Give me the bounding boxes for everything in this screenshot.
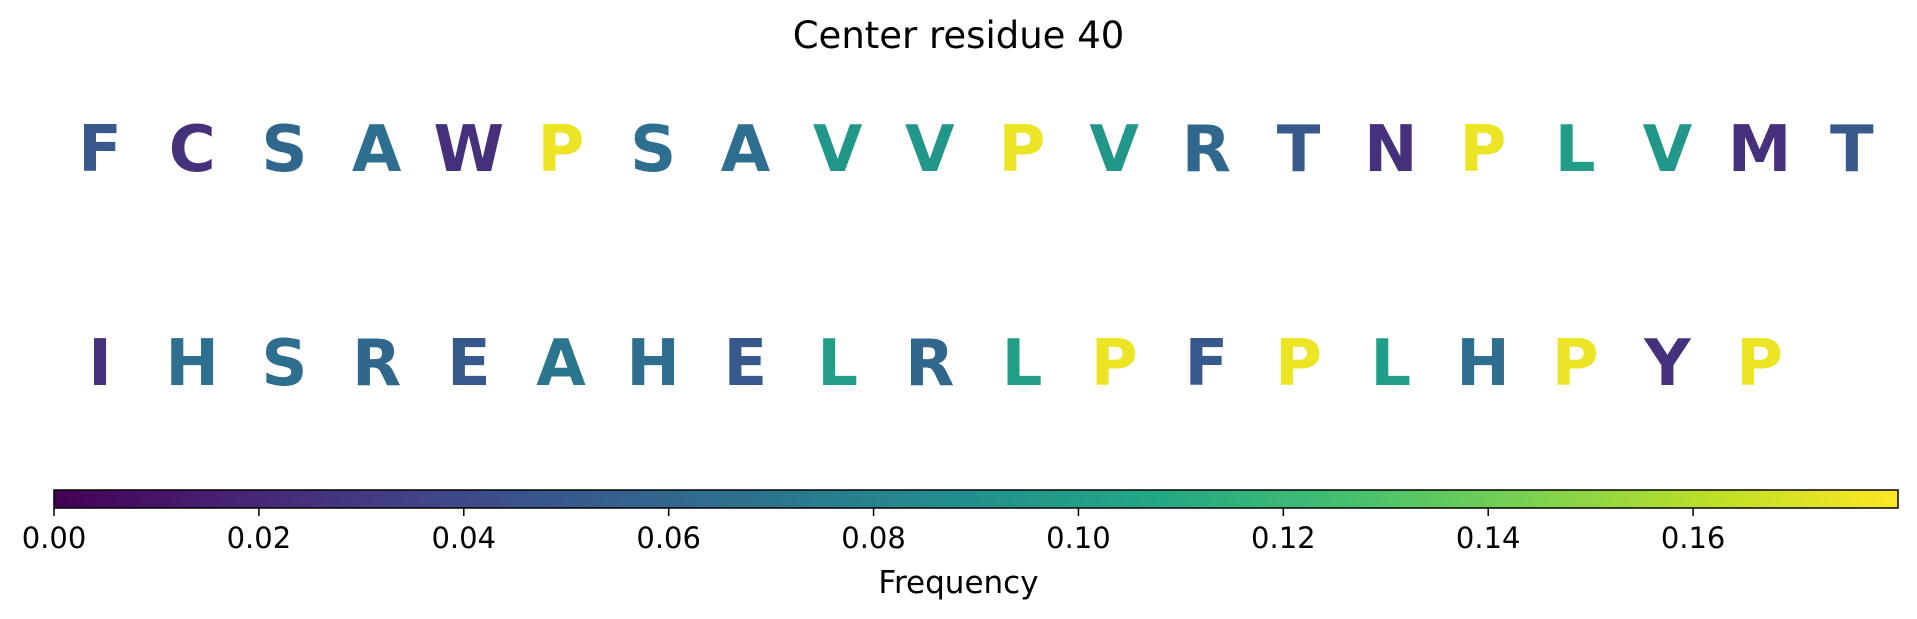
residue-letter: A [351,113,402,187]
residue-letter: V [1089,113,1139,187]
residue-letter: E [446,327,491,401]
residue-letter: V [812,113,863,187]
residue-letter: R [1181,113,1232,187]
residue-letter: V [1642,113,1693,187]
residue-letter: P [537,113,585,187]
colorbar-tick-label: 0.06 [636,521,701,555]
colorbar-label: Frequency [878,565,1039,601]
colorbar-tick-label: 0.02 [227,521,292,555]
residue-letter: F [1184,327,1229,401]
colorbar-tick-label: 0.08 [841,521,906,555]
residue-letter: P [1736,327,1784,401]
residue-letter: T [1829,113,1874,187]
residue-letter: F [78,113,122,187]
colorbar-tick-label: 0.00 [22,521,87,555]
residue-letter: E [723,327,768,401]
residue-letter: L [817,327,858,401]
residue-letter: S [261,327,308,401]
colorbar-ticks: 0.00 0.02 0.04 0.06 0.08 0.10 0.12 0.14 0.16 [22,508,1726,555]
residue-letter: T [1276,113,1321,187]
residue-letter: V [905,113,955,187]
residue-letter: P [1275,327,1323,401]
residue-letter: W [433,113,505,187]
colorbar-tick-label: 0.16 [1661,521,1726,555]
colorbar-tick-label: 0.14 [1456,521,1521,555]
residue-letter: P [1551,327,1599,401]
residue-letter: R [351,327,402,401]
residue-letter: P [1090,327,1138,401]
colorbar: 0.00 0.02 0.04 0.06 0.08 0.10 0.12 0.14 0.16 [22,489,1899,555]
residue-letter: Y [1644,327,1691,401]
residue-letter: L [1554,113,1596,187]
residue-letter: H [1456,327,1510,401]
residue-letter: A [536,327,586,401]
residue-letter: M [1727,113,1792,187]
residue-letter: C [168,113,216,187]
residue-letter: I [88,327,112,401]
residue-letter: S [261,113,308,187]
residue-letter: A [720,113,771,187]
residue-letter: H [626,327,680,401]
colorbar-tick-label: 0.10 [1046,521,1111,555]
residue-letter: H [165,327,219,401]
residue-letter: L [1001,327,1043,401]
colorbar-gradient [53,489,1899,509]
residue-letter: N [1364,113,1418,187]
chart-title: Center residue 40 [792,14,1125,57]
residue-letter: P [998,113,1046,187]
residue-letter: S [630,113,677,187]
residue-letter: P [1459,113,1507,187]
residue-letter: L [1370,327,1412,401]
colorbar-tick-label: 0.12 [1251,521,1316,555]
residue-letter: R [905,327,955,401]
colorbar-tick-label: 0.04 [431,521,496,555]
